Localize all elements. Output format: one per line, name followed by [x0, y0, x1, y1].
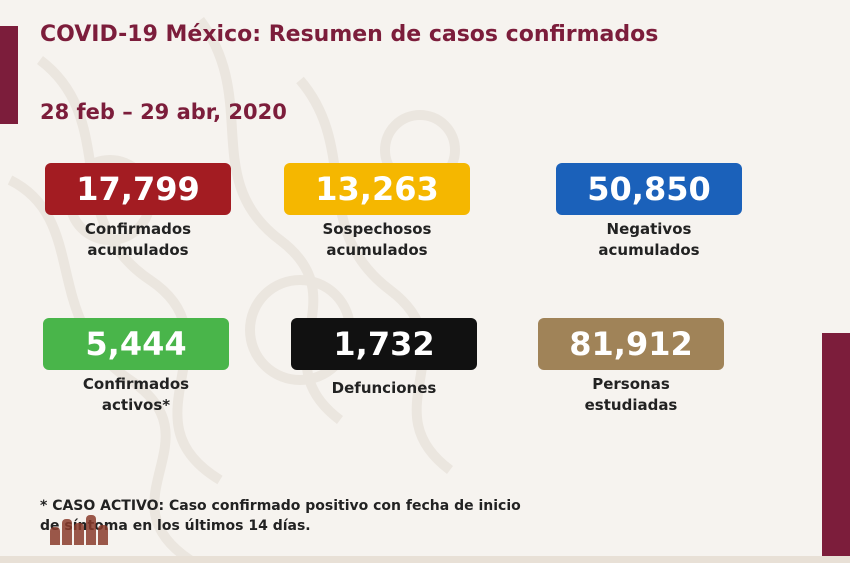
stat-card-suspected: 13,263 Sospechosos acumulados: [284, 163, 470, 261]
stat-label: Confirmados acumulados: [84, 220, 192, 259]
stat-value-box: 1,732: [291, 318, 477, 370]
stat-card-confirmed: 17,799 Confirmados acumulados: [45, 163, 231, 261]
accent-bar-left: [0, 26, 18, 124]
stat-value-box: 81,912: [538, 318, 724, 370]
background-pattern: [7, 17, 460, 563]
stat-label: Negativos acumulados: [598, 220, 700, 259]
stat-label: Personas estudiadas: [584, 375, 678, 414]
footnote-line-2: de síntoma en los últimos 14 días.: [40, 518, 311, 534]
bottom-strip: [0, 556, 850, 563]
stat-card-studied: 81,912 Personas estudiadas: [538, 318, 724, 416]
channel-logo-icon: [50, 505, 110, 545]
stat-value-box: 13,263: [284, 163, 470, 215]
stat-label: Sospechosos acumulados: [322, 220, 432, 259]
stat-value-box: 50,850: [556, 163, 742, 215]
stat-card-deaths: 1,732 Defunciones: [291, 318, 477, 399]
accent-bar-right: [822, 333, 850, 563]
footnote-line-1: * CASO ACTIVO: Caso confirmado positivo …: [40, 498, 521, 514]
stat-label: Confirmados activos*: [82, 375, 190, 414]
stat-value-box: 17,799: [45, 163, 231, 215]
stat-label: Defunciones: [331, 379, 437, 397]
date-range: 28 feb – 29 abr, 2020: [40, 100, 287, 124]
stat-card-active: 5,444 Confirmados activos*: [43, 318, 229, 416]
stat-card-negative: 50,850 Negativos acumulados: [556, 163, 742, 261]
footnote: * CASO ACTIVO: Caso confirmado positivo …: [40, 496, 600, 536]
page-title: COVID-19 México: Resumen de casos confir…: [40, 22, 659, 47]
stat-value-box: 5,444: [43, 318, 229, 370]
